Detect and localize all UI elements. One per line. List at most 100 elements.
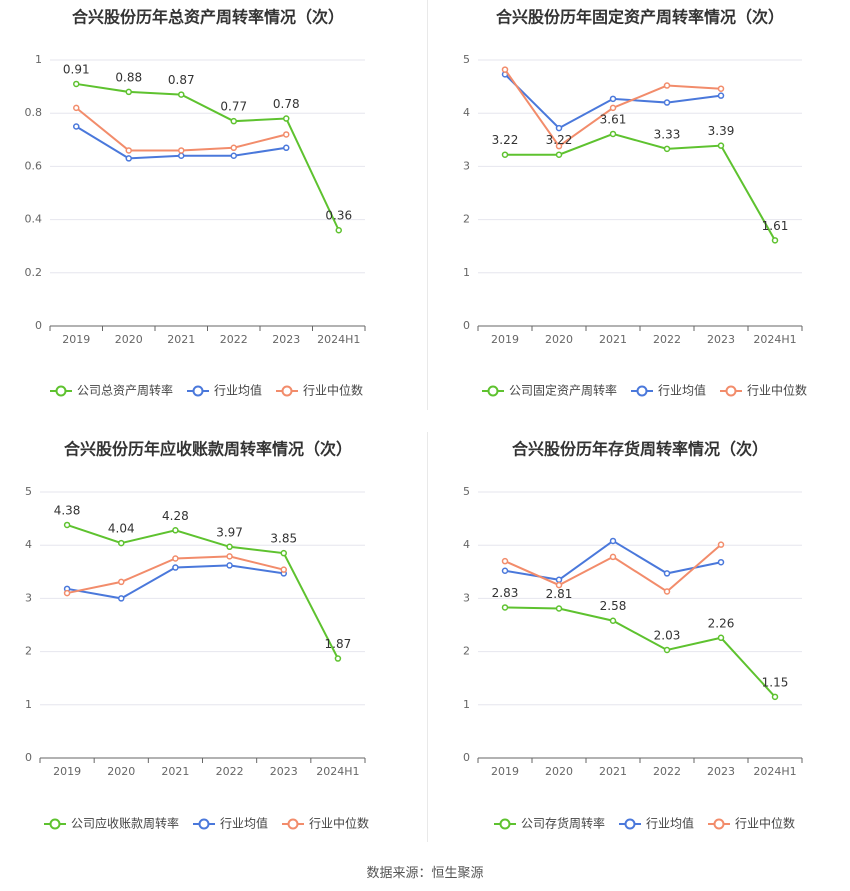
data-point-median: [663, 588, 671, 595]
data-point-median: [609, 104, 617, 112]
data-point-company: [717, 142, 725, 149]
data-point-median: [501, 557, 509, 565]
data-point-median: [125, 147, 132, 154]
y-tick-label: 2: [463, 645, 470, 658]
data-point-company: [73, 80, 80, 88]
x-tick-label: 2023: [707, 765, 735, 778]
y-tick-label: 4: [463, 538, 470, 551]
x-tick-label: 2023: [272, 333, 300, 346]
data-point-median: [280, 566, 287, 573]
data-point-avg: [663, 570, 671, 577]
chart-title: 合兴股份历年存货周转率情况（次）: [512, 440, 768, 459]
y-tick-label: 1: [463, 266, 470, 279]
series-line-company: [504, 606, 776, 698]
legend-label-median: 行业中位数: [303, 383, 363, 398]
series-line-company: [66, 524, 339, 659]
data-label: 1.15: [762, 675, 789, 689]
legend-swatch-marker-median: [725, 385, 737, 397]
data-point-company: [334, 655, 342, 662]
legend-swatch-marker-avg: [198, 818, 210, 830]
data-label: 0.87: [168, 73, 195, 87]
legend-label-avg: 行业均值: [658, 383, 706, 398]
legend-label-avg: 行业均值: [214, 383, 262, 398]
y-tick-label: 0.2: [25, 266, 43, 279]
x-tick-label: 2019: [491, 765, 519, 778]
x-tick-label: 2022: [220, 333, 248, 346]
data-point-company: [280, 549, 287, 557]
data-point-avg: [125, 155, 132, 162]
y-tick-label: 1: [35, 53, 42, 66]
legend-swatch-marker-company: [55, 385, 67, 397]
data-point-median: [555, 142, 563, 150]
series-line-company: [505, 132, 776, 241]
data-label: 0.78: [273, 97, 300, 111]
data-point-company: [125, 88, 132, 96]
legend-label-company: 公司总资产周转率: [77, 383, 173, 398]
y-tick-label: 0: [463, 319, 470, 332]
y-tick-label: 0: [463, 751, 470, 764]
data-point-avg: [555, 124, 563, 132]
legend-swatch-marker-median: [281, 385, 293, 397]
series-line-median: [66, 555, 284, 595]
data-point-median: [73, 104, 80, 112]
legend-swatch-marker-median: [287, 818, 299, 830]
y-tick-label: 1: [463, 698, 470, 711]
data-point-median: [230, 144, 237, 152]
legend-swatch-marker-avg: [624, 818, 636, 830]
data-point-company: [335, 226, 342, 234]
y-tick-label: 3: [463, 159, 470, 172]
x-tick-label: 2020: [115, 333, 143, 346]
data-point-avg: [283, 144, 290, 152]
y-tick-label: 2: [25, 645, 32, 658]
data-point-avg: [226, 562, 233, 569]
data-point-avg: [609, 537, 617, 545]
y-tick-label: 3: [25, 591, 32, 604]
data-point-company: [283, 115, 290, 122]
chart-title: 合兴股份历年固定资产周转率情况（次）: [496, 8, 784, 27]
data-point-avg: [230, 152, 237, 160]
y-tick-label: 5: [463, 485, 470, 498]
x-tick-label: 2019: [491, 333, 519, 346]
x-tick-label: 2021: [599, 765, 627, 778]
legend-label-avg: 行业均值: [646, 816, 694, 831]
data-label: 2.03: [654, 629, 681, 643]
data-point-company: [501, 151, 509, 158]
data-point-avg: [73, 123, 80, 130]
x-tick-label: 2023: [270, 765, 298, 778]
data-point-avg: [663, 99, 671, 106]
series-line-company: [76, 82, 340, 231]
data-label: 4.04: [108, 522, 135, 536]
data-label: 3.22: [492, 133, 519, 147]
data-point-company: [172, 527, 179, 534]
data-point-avg: [609, 95, 617, 103]
panel-divider-bottom: [427, 432, 428, 842]
legend-swatch-marker-company: [499, 818, 511, 830]
data-point-avg: [178, 152, 185, 160]
legend-swatch-marker-avg: [192, 385, 204, 397]
y-tick-label: 4: [25, 538, 32, 551]
legend-label-avg: 行业均值: [220, 816, 268, 831]
data-label: 2.81: [546, 587, 573, 601]
data-point-median: [118, 578, 125, 586]
y-tick-label: 0.6: [25, 159, 43, 172]
chart-title: 合兴股份历年总资产周转率情况（次）: [72, 8, 344, 27]
data-point-median: [172, 555, 179, 562]
data-point-median: [717, 85, 725, 92]
data-point-company: [501, 604, 509, 611]
data-point-company: [663, 646, 671, 654]
data-point-avg: [118, 595, 125, 602]
legend-swatch-marker-company: [49, 818, 61, 830]
data-point-company: [555, 151, 563, 158]
x-tick-label: 2021: [161, 765, 189, 778]
data-point-avg: [717, 92, 725, 99]
data-source-label: 数据来源：恒生聚源: [366, 866, 484, 881]
x-tick-label: 2020: [545, 765, 573, 778]
x-tick-label: 2023: [707, 333, 735, 346]
x-tick-label: 2022: [216, 765, 244, 778]
data-point-median: [501, 66, 509, 73]
x-tick-label: 2024H1: [317, 333, 360, 346]
x-tick-label: 2020: [545, 333, 573, 346]
y-tick-label: 0: [35, 319, 42, 332]
data-label: 0.88: [115, 70, 142, 84]
